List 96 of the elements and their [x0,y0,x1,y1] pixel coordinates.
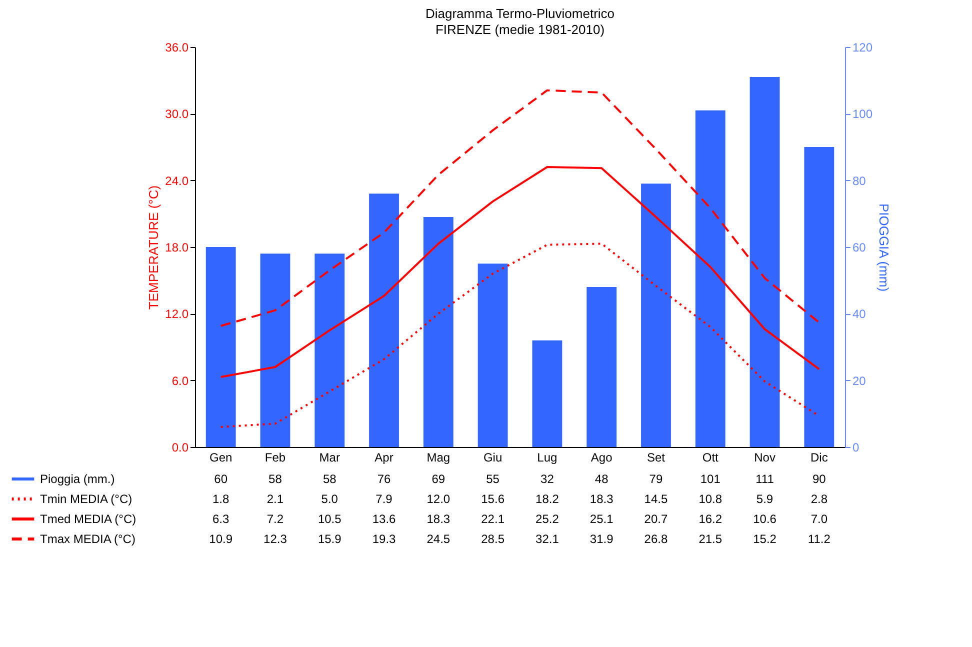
data-label: 58 [322,472,337,486]
data-label: 5.0 [321,492,338,506]
data-label: 15.9 [318,532,342,546]
data-label: 10.6 [753,512,777,526]
x-tick-label: Lug [537,450,558,464]
y2-tick-label: 40 [852,307,866,322]
y2-tick-label: 20 [852,374,866,388]
data-label: 79 [649,472,663,486]
y-tick-label: 30.0 [165,107,189,122]
x-tick-label: Dic [810,450,828,464]
bar [695,110,726,447]
data-label: 1.8 [212,492,230,506]
data-label: 7.2 [266,512,284,526]
y-tick-label: 6.0 [172,374,189,388]
data-label: 111 [756,472,774,486]
bar [532,340,562,447]
data-label: 32.1 [536,532,560,546]
legend-label: Tmed MEDIA (°C) [40,512,136,526]
data-label: 11.2 [808,532,831,546]
data-label: 76 [377,472,392,486]
x-tick-label: Mag [426,450,450,464]
data-label: 31.9 [590,532,614,546]
data-label: 15.2 [753,532,777,546]
x-tick-label: Giu [483,450,502,464]
data-label: 24.5 [426,532,450,546]
x-tick-label: Gen [209,450,232,464]
x-tick-label: Feb [264,450,286,464]
x-tick-label: Nov [754,450,776,464]
bar [369,194,399,447]
data-label: 15.6 [481,492,505,506]
data-label: 21.5 [698,532,722,546]
y-tick-label: 18.0 [165,240,189,254]
bar [423,217,454,447]
data-label: 6.3 [212,512,230,526]
y-tick-label: 12.0 [165,307,189,322]
data-label: 12.0 [426,492,450,506]
data-label: 22.1 [481,512,505,526]
y-axis-title: TEMPERATURE (°C) [146,185,162,310]
legend-label: Pioggia (mm.) [40,472,115,486]
data-label: 16.2 [698,512,722,526]
data-label: 7.0 [810,512,828,526]
x-tick-label: Ago [590,450,613,464]
data-label: 69 [432,472,446,486]
data-label: 90 [812,472,826,486]
bar [750,77,780,447]
data-label: 32 [540,472,554,486]
data-label: 2.1 [266,492,284,506]
y2-tick-label: 120 [852,40,873,54]
data-label: 10.5 [318,512,342,526]
data-label: 10.9 [209,532,233,546]
data-label: 7.9 [376,492,393,506]
data-label: 5.9 [756,492,774,506]
data-label: 48 [594,472,609,486]
y2-axis-title: PIOGGIA (mm) [876,203,892,292]
data-label: 58 [268,472,282,486]
line-series [220,166,820,378]
x-tick-label: Ott [702,450,720,464]
data-label: 60 [214,472,228,486]
y-tick-label: 24.0 [165,174,189,188]
data-label: 19.3 [372,532,396,546]
data-label: 25.1 [590,512,614,526]
chart-title: Diagramma Termo-Pluviometrico [425,6,615,21]
x-tick-label: Set [646,450,666,464]
data-label: 14.5 [644,492,668,506]
data-label: 12.3 [264,532,288,546]
data-label: 55 [486,472,500,486]
data-label: 101 [700,472,721,486]
data-label: 2.8 [810,492,828,506]
bar [478,264,508,447]
bar [260,254,290,447]
data-label: 18.2 [536,492,560,506]
bar [314,254,345,447]
y-tick-label: 36.0 [165,40,189,54]
bar [586,287,617,447]
bar [804,147,834,447]
bar [641,184,671,447]
line-series [220,89,820,327]
x-tick-label: Apr [374,450,394,464]
data-label: 10.8 [698,492,722,506]
data-label: 13.6 [372,512,396,526]
y2-tick-label: 100 [852,107,873,122]
y2-tick-label: 80 [852,174,866,188]
data-label: 20.7 [644,512,668,526]
data-label: 25.2 [536,512,560,526]
chart-subtitle: FIRENZE (medie 1981-2010) [435,22,605,37]
legend-label: Tmin MEDIA (°C) [40,492,132,506]
data-label: 28.5 [481,532,505,546]
data-label: 26.8 [644,532,668,546]
y-tick-label: 0.0 [172,440,189,454]
legend-label: Tmax MEDIA (°C) [40,532,136,546]
data-label: 18.3 [590,492,614,506]
x-tick-label: Mar [319,450,340,464]
y2-tick-label: 0 [852,440,860,454]
bar [206,247,236,447]
data-label: 18.3 [426,512,450,526]
y2-tick-label: 60 [852,240,866,254]
